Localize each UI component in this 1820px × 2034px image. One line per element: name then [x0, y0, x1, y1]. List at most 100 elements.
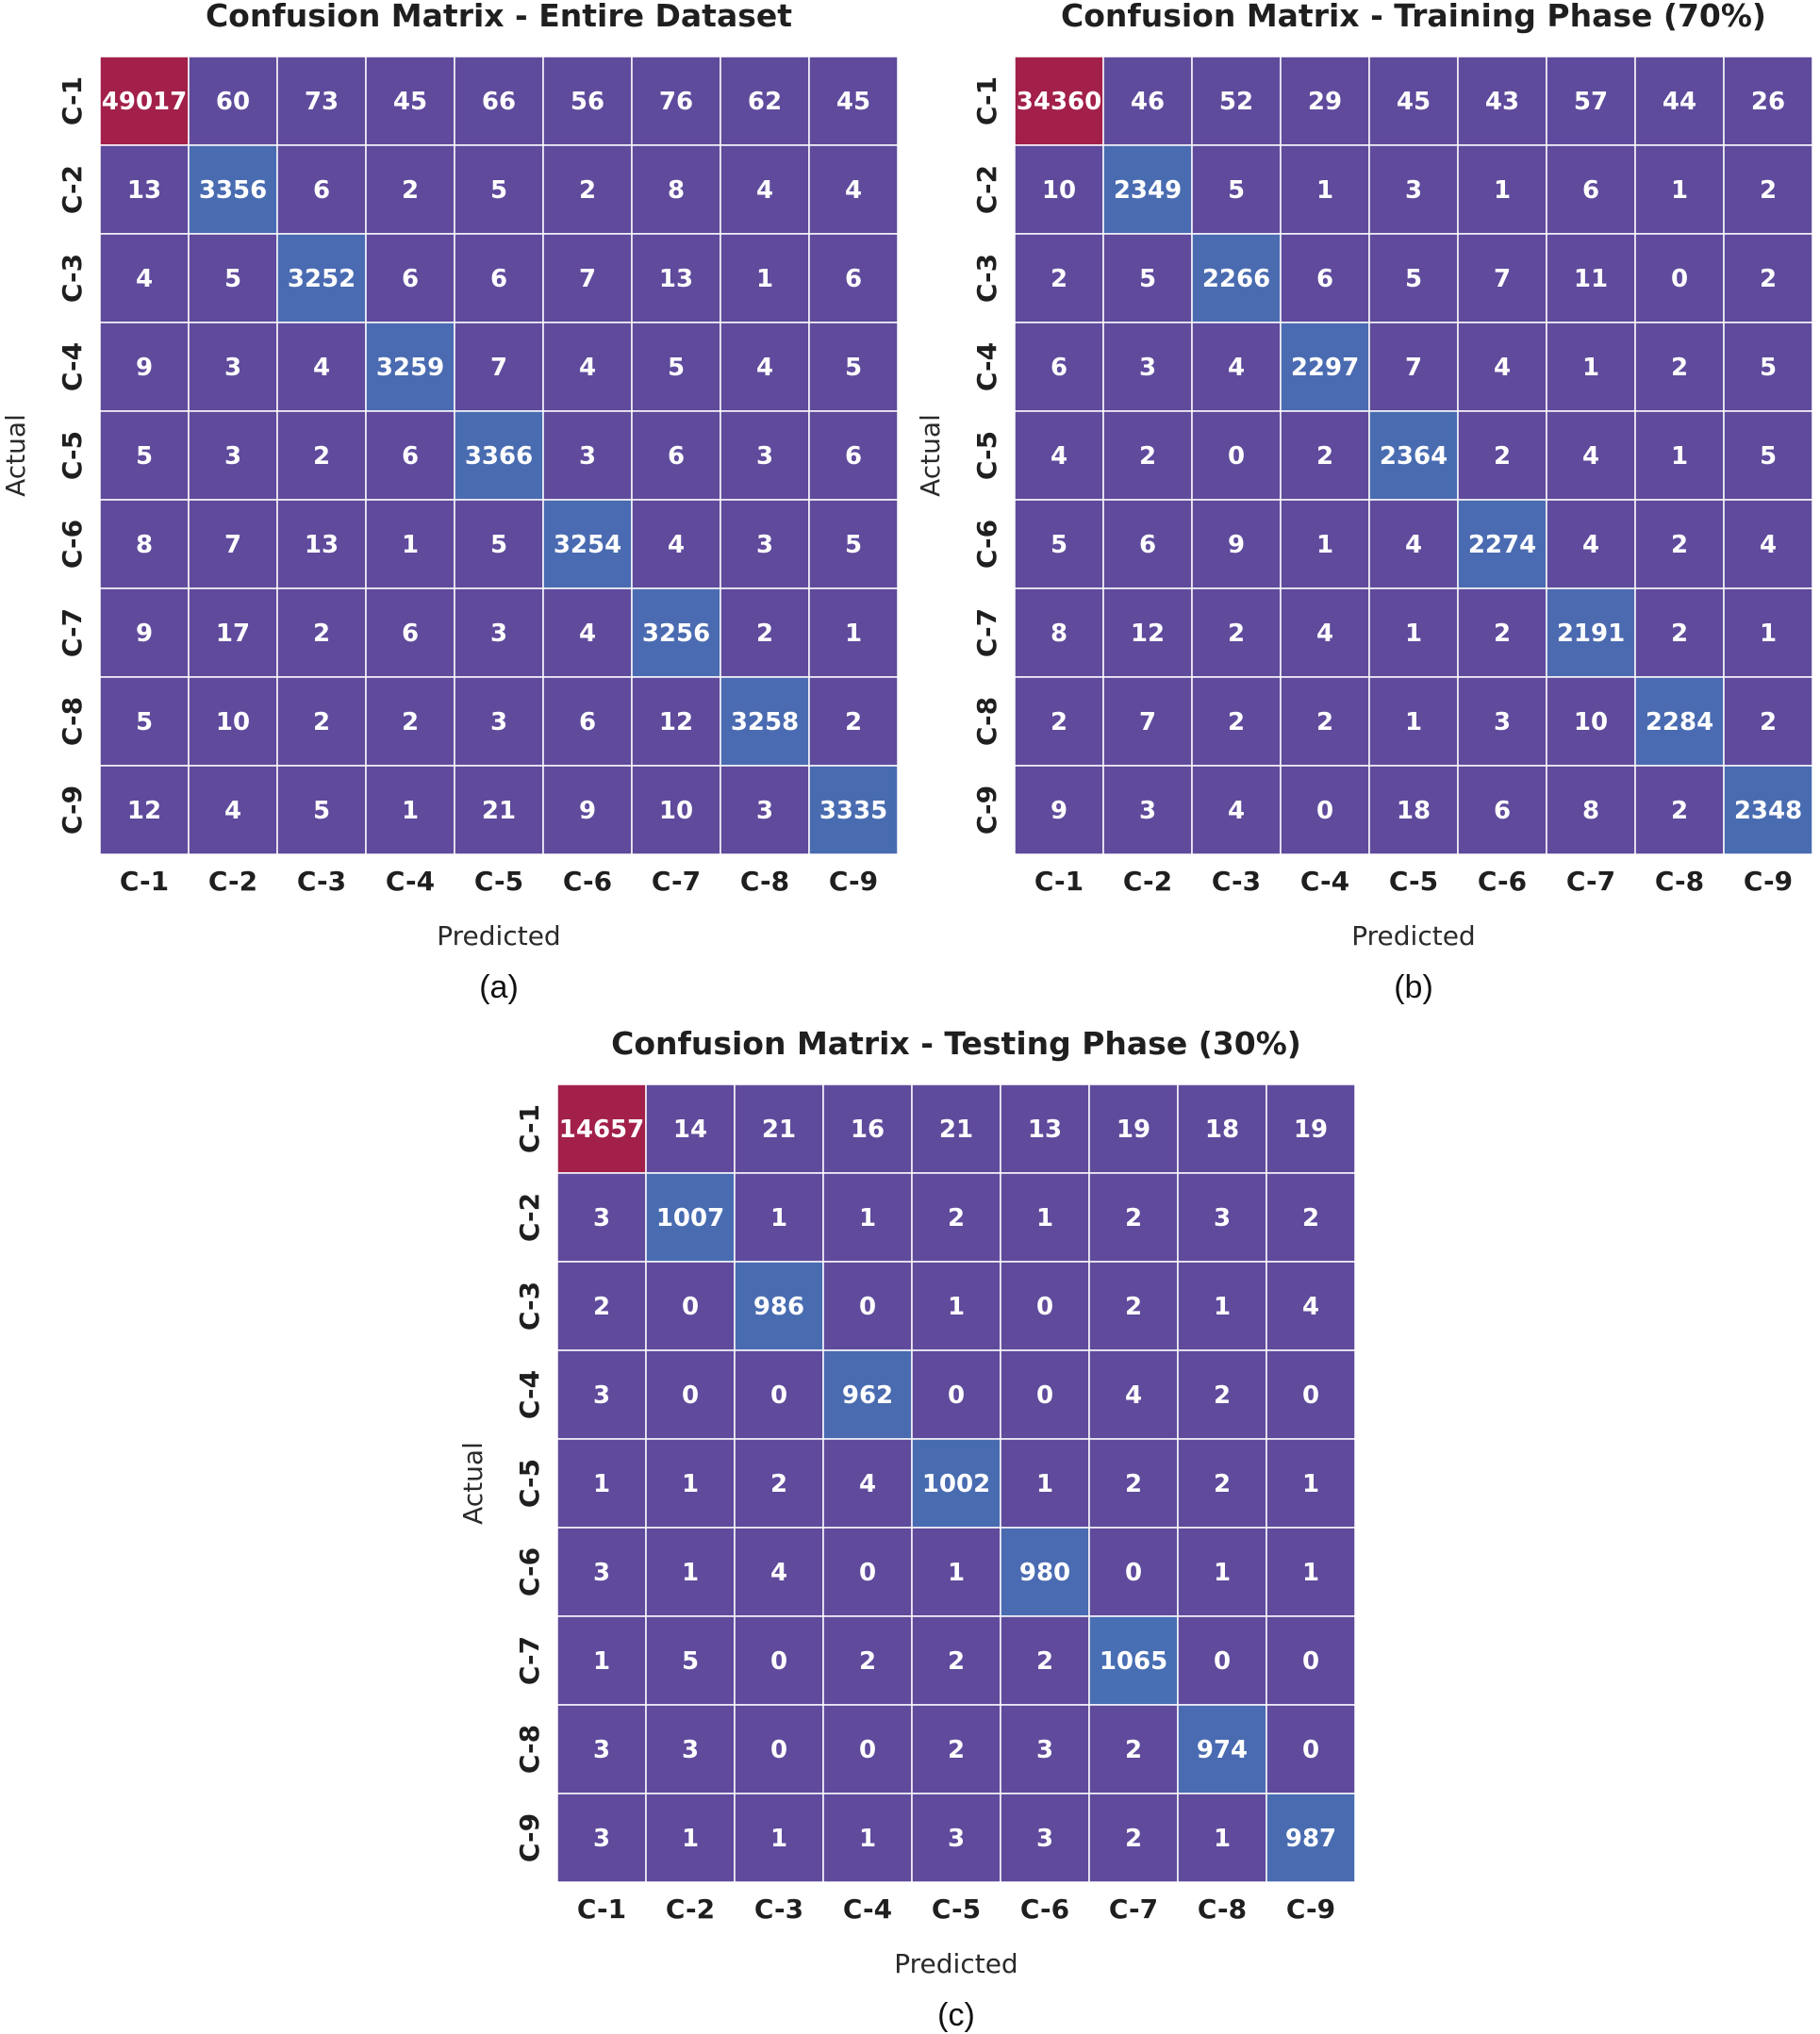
y-tick-label: C-2	[57, 165, 88, 214]
heatmap-cell	[1723, 410, 1813, 501]
heatmap-cell	[454, 233, 544, 323]
cell-value-label: 13	[127, 176, 161, 205]
x-tick-label: C-3	[1212, 866, 1261, 897]
heatmap-cell	[822, 1083, 913, 1174]
heatmap-cell	[808, 765, 899, 855]
heatmap-cell	[365, 322, 455, 412]
heatmap-cell	[1546, 322, 1636, 412]
cell-value-label: 2	[593, 1293, 610, 1321]
cell-value-label: 56	[571, 88, 604, 116]
cell-value-label: 43	[1485, 88, 1519, 116]
heatmap-cell	[1266, 1793, 1356, 1883]
heatmap-cell	[99, 144, 190, 235]
heatmap-cell	[911, 1704, 1001, 1794]
cell-value-label: 10	[659, 797, 693, 825]
x-tick-label: C-1	[1034, 866, 1084, 897]
heatmap-cell	[631, 410, 721, 501]
heatmap-cell	[99, 587, 190, 678]
cell-value-label: 3	[593, 1204, 610, 1232]
heatmap-cell	[1177, 1793, 1267, 1883]
cell-value-label: 974	[1197, 1736, 1248, 1764]
heatmap-cell	[1280, 587, 1370, 678]
cell-value-label: 1	[1036, 1204, 1053, 1232]
cell-value-label: 6	[845, 265, 862, 293]
y-tick-label: C-9	[971, 785, 1002, 835]
heatmap-cell	[1280, 765, 1370, 855]
cell-value-label: 2	[1051, 708, 1067, 736]
cell-value-label: 3254	[554, 531, 621, 559]
heatmap-cell	[1000, 1083, 1090, 1174]
cell-value-label: 16	[851, 1116, 885, 1144]
cell-value-label: 0	[1302, 1381, 1319, 1410]
heatmap-cell	[822, 1615, 913, 1706]
heatmap-cell	[1102, 676, 1193, 767]
heatmap-cell	[1088, 1349, 1179, 1440]
y-tick-label: C-6	[971, 520, 1002, 569]
cell-value-label: 0	[1228, 442, 1245, 471]
y-tick-label: C-3	[57, 254, 88, 303]
cell-value-label: 34360	[1017, 88, 1101, 116]
cell-value-label: 3	[593, 1736, 610, 1764]
heatmap-cell	[645, 1172, 736, 1263]
cell-value-label: 13	[305, 531, 339, 559]
y-tick-label: C-1	[971, 76, 1002, 125]
cell-value-label: 1	[859, 1825, 876, 1853]
cell-value-label: 7	[579, 265, 596, 293]
heatmap-cell	[734, 1261, 824, 1351]
heatmap-cell	[1280, 676, 1370, 767]
cell-value-label: 986	[753, 1293, 804, 1321]
heatmap-cell	[1177, 1438, 1267, 1529]
cell-value-label: 18	[1397, 797, 1431, 825]
heatmap-cell	[1191, 676, 1282, 767]
cell-value-label: 60	[216, 88, 250, 116]
y-tick-label: C-4	[971, 342, 1002, 391]
x-tick-label: C-7	[1566, 866, 1615, 897]
heatmap-cell	[365, 765, 455, 855]
heatmap-cell	[556, 1615, 647, 1706]
y-axis-label: Actual	[915, 414, 946, 497]
cell-value-label: 2364	[1380, 442, 1448, 471]
cell-value-label: 3259	[376, 354, 444, 382]
cell-value-label: 1	[1405, 708, 1422, 736]
cell-value-label: 1	[756, 265, 773, 293]
heatmap-cell	[911, 1349, 1001, 1440]
cell-value-label: 6	[1494, 797, 1511, 825]
heatmap-cell	[1457, 56, 1547, 146]
cell-value-label: 4	[1494, 354, 1511, 382]
chart-title: Confusion Matrix - Entire Dataset	[206, 0, 792, 34]
heatmap-cell	[556, 1083, 647, 1174]
heatmap-cell	[276, 144, 367, 235]
heatmap-cell	[1368, 322, 1459, 412]
cell-value-label: 0	[859, 1293, 876, 1321]
cell-value-label: 2	[1036, 1647, 1053, 1676]
cell-value-label: 5	[1760, 442, 1777, 471]
cell-value-label: 6	[313, 176, 330, 205]
cell-value-label: 1	[593, 1470, 610, 1498]
heatmap-cell	[734, 1615, 824, 1706]
heatmap-cell	[1634, 144, 1725, 235]
cell-value-label: 12	[127, 797, 161, 825]
heatmap-cell	[454, 676, 544, 767]
heatmap-cell	[1634, 676, 1725, 767]
x-tick-label: C-6	[1478, 866, 1527, 897]
cell-value-label: 2	[948, 1647, 965, 1676]
x-tick-label: C-8	[740, 866, 789, 897]
heatmap-cell	[631, 144, 721, 235]
heatmap-cell	[1000, 1615, 1090, 1706]
cell-value-label: 2191	[1557, 620, 1625, 648]
cell-value-label: 2	[1228, 620, 1245, 648]
cell-value-label: 987	[1285, 1825, 1336, 1853]
heatmap-svg-a: Confusion Matrix - Entire Dataset 49017 60…	[0, 0, 899, 1005]
cell-value-label: 0	[1302, 1647, 1319, 1676]
cell-value-label: 4	[756, 354, 773, 382]
cell-value-label: 5	[224, 265, 241, 293]
heatmap-cell	[1368, 676, 1459, 767]
cell-value-label: 4	[1125, 1381, 1142, 1410]
cell-value-label: 2	[1316, 442, 1333, 471]
cell-value-label: 1	[682, 1559, 699, 1587]
cell-value-label: 2	[1302, 1204, 1319, 1232]
cell-value-label: 6	[402, 442, 419, 471]
cell-value-label: 4	[313, 354, 330, 382]
